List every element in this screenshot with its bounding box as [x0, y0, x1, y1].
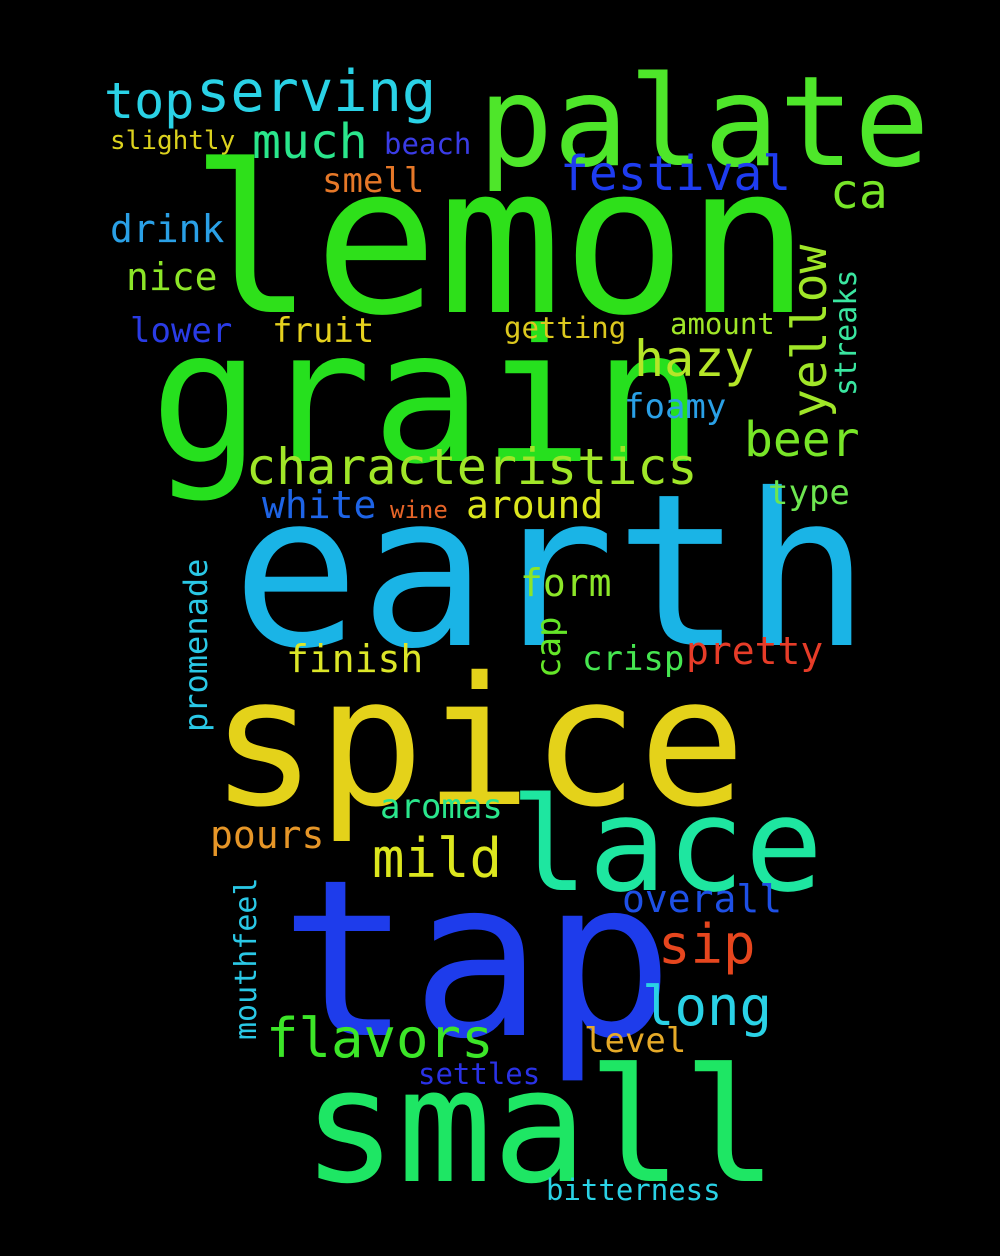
- word-wine: wine: [390, 496, 448, 524]
- word-form: form: [520, 561, 612, 605]
- word-small: small: [302, 1035, 778, 1219]
- word-lace: lace: [510, 769, 824, 921]
- word-getting: getting: [504, 311, 627, 345]
- word-beach: beach: [384, 127, 472, 161]
- word-characteristics: characteristics: [246, 438, 698, 496]
- word-bitterness: bitterness: [546, 1173, 721, 1207]
- word-finish: finish: [286, 637, 424, 681]
- word-long: long: [642, 975, 773, 1038]
- word-mouthfeel: mouthfeel: [229, 877, 264, 1040]
- word-crisp: crisp: [582, 639, 685, 679]
- word-white: white: [262, 483, 377, 527]
- word-smell: smell: [322, 161, 425, 201]
- word-pretty: pretty: [686, 629, 824, 673]
- word-spice: spice: [210, 639, 746, 846]
- word-sip: sip: [658, 913, 756, 976]
- word-mild: mild: [372, 827, 503, 890]
- word-pours: pours: [210, 813, 325, 857]
- word-serving: serving: [196, 59, 437, 125]
- word-promenade: promenade: [177, 558, 215, 732]
- word-palate: palate: [478, 50, 930, 195]
- word-grain: grain: [150, 291, 704, 505]
- word-yellow: yellow: [782, 244, 838, 418]
- word-tap: tap: [280, 834, 674, 1087]
- word-overall: overall: [622, 877, 783, 921]
- word-drink: drink: [110, 207, 225, 251]
- word-lower: lower: [130, 311, 233, 351]
- word-nice: nice: [126, 255, 218, 299]
- word-streaks: streaks: [829, 269, 864, 396]
- word-foamy: foamy: [624, 387, 727, 427]
- word-top: top: [104, 72, 195, 130]
- word-type: type: [768, 473, 850, 513]
- word-hazy: hazy: [634, 330, 755, 388]
- word-aromas: aromas: [380, 787, 503, 827]
- word-amount: amount: [670, 307, 775, 341]
- word-flavors: flavors: [266, 1007, 494, 1070]
- word-slightly: slightly: [110, 126, 236, 156]
- word-festival: festival: [560, 146, 792, 202]
- word-beer: beer: [744, 412, 860, 468]
- word-around: around: [466, 483, 604, 527]
- word-lemon: lemon: [190, 121, 811, 361]
- word-much: much: [252, 114, 368, 170]
- word-earth: earth: [232, 448, 871, 695]
- word-settles: settles: [418, 1057, 541, 1091]
- word-level: level: [584, 1021, 687, 1061]
- word-cap: cap: [529, 616, 569, 678]
- word-fruit: fruit: [272, 311, 375, 351]
- word-ca: ca: [830, 164, 888, 220]
